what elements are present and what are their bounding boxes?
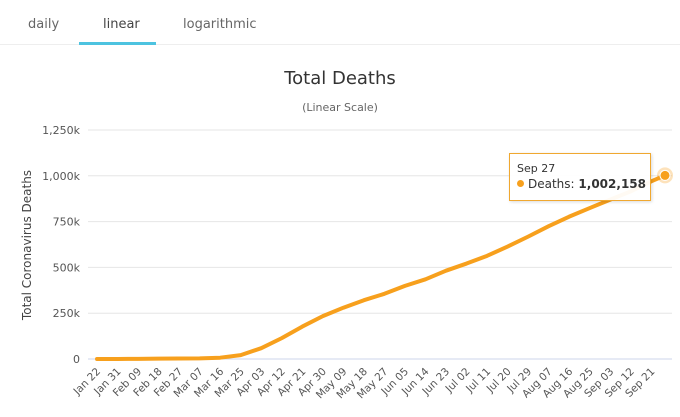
- y-tick-label: 0: [73, 353, 80, 366]
- y-tick-label: 1,250k: [42, 124, 80, 137]
- tab-linear[interactable]: linear: [103, 17, 140, 32]
- active-tab-indicator: [79, 42, 156, 45]
- y-tick-label: 750k: [53, 216, 81, 229]
- series-dot-icon: [517, 180, 524, 187]
- y-tick-label: 500k: [53, 261, 81, 274]
- tooltip: Sep 27 Deaths: 1,002,158: [509, 153, 651, 201]
- y-tick-label: 250k: [53, 307, 81, 320]
- tooltip-series: Deaths:: [528, 177, 575, 191]
- y-axis-label: Total Coronavirus Deaths: [20, 170, 34, 321]
- y-tick-label: 1,000k: [42, 170, 80, 183]
- tooltip-value: 1,002,158: [578, 177, 646, 191]
- tab-daily[interactable]: daily: [28, 17, 60, 32]
- chart-subtitle: (Linear Scale): [302, 101, 378, 114]
- chart-title: Total Deaths: [283, 68, 396, 89]
- series-line-deaths: [95, 173, 667, 361]
- data-point-marker: [659, 169, 671, 181]
- tooltip-date: Sep 27: [517, 162, 556, 175]
- tab-bar: daily linear logarithmic: [0, 0, 680, 45]
- tab-logarithmic[interactable]: logarithmic: [183, 17, 257, 32]
